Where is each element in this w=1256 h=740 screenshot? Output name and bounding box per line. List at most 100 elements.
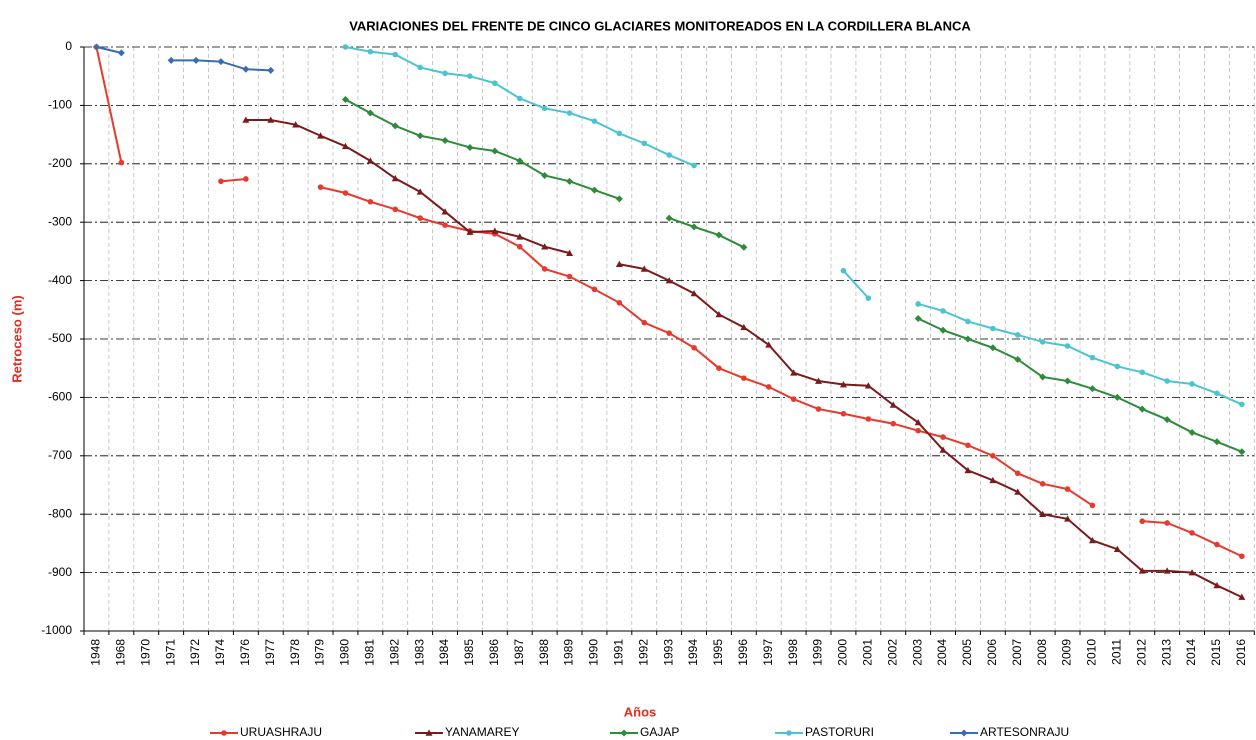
marker [691,162,697,169]
y-tick-label: -1000 [41,623,72,637]
x-tick-label: 1993 [661,639,675,666]
marker [989,344,997,352]
marker [1014,355,1022,363]
x-tick-label: 2001 [861,639,875,666]
marker [341,96,349,104]
x-tick-label: 1988 [537,639,551,666]
marker [292,121,300,128]
marker [666,152,672,158]
legend-item: GAJAP [610,725,679,739]
marker [914,419,922,426]
marker [1064,377,1072,385]
marker [267,66,275,74]
marker [118,159,125,166]
marker [616,130,623,137]
x-tick-label: 1977 [263,639,277,666]
marker [765,341,773,348]
marker [1213,438,1221,446]
marker [890,420,897,427]
y-tick-label: 0 [65,39,72,53]
legend-marker [425,729,433,736]
x-tick-label: 1991 [612,639,626,666]
x-tick-label: 1984 [437,639,451,666]
marker [217,58,225,66]
marker [715,231,723,239]
marker [392,206,399,213]
marker [516,95,523,102]
marker [243,176,249,182]
marker [590,186,598,194]
marker [1014,488,1022,495]
marker [342,190,349,196]
x-tick-label: 2006 [985,639,999,666]
marker [740,323,748,331]
x-tick-label: 1968 [114,639,128,666]
marker [990,453,996,459]
marker [1213,581,1221,589]
x-tick-label: 1997 [761,639,775,666]
legend-item: PASTORURI [775,725,874,739]
legend-marker [960,729,968,737]
marker [492,80,498,87]
marker [466,143,474,151]
marker [964,466,972,474]
x-tick-label: 1979 [313,639,327,666]
series-line [95,46,1243,558]
marker [615,260,623,268]
marker [1238,448,1246,456]
marker [1163,416,1171,424]
marker [1214,390,1220,397]
marker [815,377,823,384]
marker [840,410,847,417]
marker [1064,515,1072,522]
marker [367,198,374,205]
marker [1113,393,1121,401]
marker [242,65,250,73]
y-tick-label: -200 [48,156,72,170]
marker [491,147,499,155]
y-tick-label: -500 [48,331,72,345]
x-tick-label: 2008 [1035,639,1049,666]
marker [366,157,374,164]
x-tick-label: 2012 [1134,639,1148,666]
marker [441,208,449,215]
marker [416,132,424,140]
x-tick-label: 2009 [1060,639,1074,666]
series-line [245,119,1243,599]
marker [1138,567,1146,574]
marker [1088,536,1096,544]
marker [391,174,399,182]
x-tick-label: 1971 [163,639,177,666]
marker [242,116,250,123]
legend-label: ARTESONRAJU [980,725,1069,739]
legend-label: GAJAP [640,725,679,739]
marker [1189,381,1195,387]
marker [740,243,748,251]
marker [865,295,872,301]
marker [1238,593,1246,600]
y-tick-label: -600 [48,390,72,404]
marker [666,330,672,336]
x-tick-label: 2003 [910,639,924,666]
marker [914,315,922,323]
x-tick-label: 2002 [885,639,899,666]
marker [541,243,549,250]
marker [317,132,325,139]
series-line [345,46,1243,406]
legend-label: YANAMAREY [445,725,519,739]
x-tick-label: 1999 [811,639,825,666]
y-tick-label: -300 [48,214,72,228]
x-tick-label: 2015 [1209,639,1223,666]
marker [815,406,822,412]
x-tick-label: 1983 [412,639,426,666]
marker [117,49,125,57]
marker [939,446,947,453]
marker [1138,405,1146,413]
marker [1164,520,1170,526]
x-tick-label: 1980 [338,639,352,666]
marker [442,222,448,228]
y-tick-label: -800 [48,506,72,520]
x-tick-label: 1996 [736,639,750,666]
y-axis-label: Retroceso (m) [9,295,24,382]
y-tick-label: -700 [48,448,72,462]
